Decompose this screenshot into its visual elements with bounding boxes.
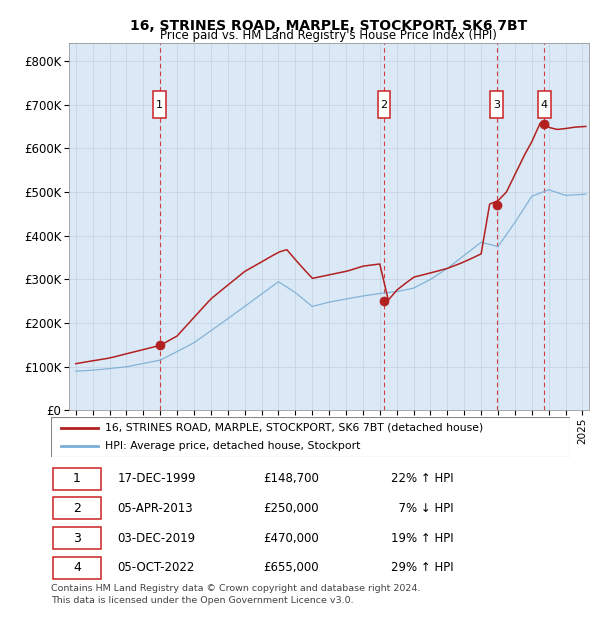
Text: 7% ↓ HPI: 7% ↓ HPI <box>391 502 454 515</box>
Text: £470,000: £470,000 <box>263 531 319 544</box>
Text: 03-DEC-2019: 03-DEC-2019 <box>118 531 196 544</box>
Text: 19% ↑ HPI: 19% ↑ HPI <box>391 531 454 544</box>
Text: 2: 2 <box>380 100 388 110</box>
Text: 22% ↑ HPI: 22% ↑ HPI <box>391 472 454 485</box>
Text: 29% ↑ HPI: 29% ↑ HPI <box>391 561 454 574</box>
Text: £250,000: £250,000 <box>263 502 319 515</box>
FancyBboxPatch shape <box>53 497 101 520</box>
FancyBboxPatch shape <box>490 92 503 118</box>
Text: £655,000: £655,000 <box>263 561 319 574</box>
FancyBboxPatch shape <box>53 467 101 490</box>
Text: Contains HM Land Registry data © Crown copyright and database right 2024.
This d: Contains HM Land Registry data © Crown c… <box>51 584 421 605</box>
FancyBboxPatch shape <box>53 527 101 549</box>
FancyBboxPatch shape <box>53 557 101 579</box>
Text: 1: 1 <box>156 100 163 110</box>
Text: 05-OCT-2022: 05-OCT-2022 <box>118 561 195 574</box>
Text: 4: 4 <box>541 100 548 110</box>
FancyBboxPatch shape <box>538 92 551 118</box>
Text: 3: 3 <box>73 531 81 544</box>
Text: 2: 2 <box>73 502 81 515</box>
Text: 1: 1 <box>73 472 81 485</box>
Text: 16, STRINES ROAD, MARPLE, STOCKPORT, SK6 7BT (detached house): 16, STRINES ROAD, MARPLE, STOCKPORT, SK6… <box>106 422 484 433</box>
Text: 4: 4 <box>73 561 81 574</box>
FancyBboxPatch shape <box>153 92 166 118</box>
FancyBboxPatch shape <box>51 417 570 457</box>
Text: 3: 3 <box>493 100 500 110</box>
FancyBboxPatch shape <box>377 92 391 118</box>
Text: 05-APR-2013: 05-APR-2013 <box>118 502 193 515</box>
Text: HPI: Average price, detached house, Stockport: HPI: Average price, detached house, Stoc… <box>106 441 361 451</box>
Text: £148,700: £148,700 <box>263 472 319 485</box>
Text: 16, STRINES ROAD, MARPLE, STOCKPORT, SK6 7BT: 16, STRINES ROAD, MARPLE, STOCKPORT, SK6… <box>130 19 527 33</box>
Text: 17-DEC-1999: 17-DEC-1999 <box>118 472 196 485</box>
Text: Price paid vs. HM Land Registry's House Price Index (HPI): Price paid vs. HM Land Registry's House … <box>160 30 497 42</box>
